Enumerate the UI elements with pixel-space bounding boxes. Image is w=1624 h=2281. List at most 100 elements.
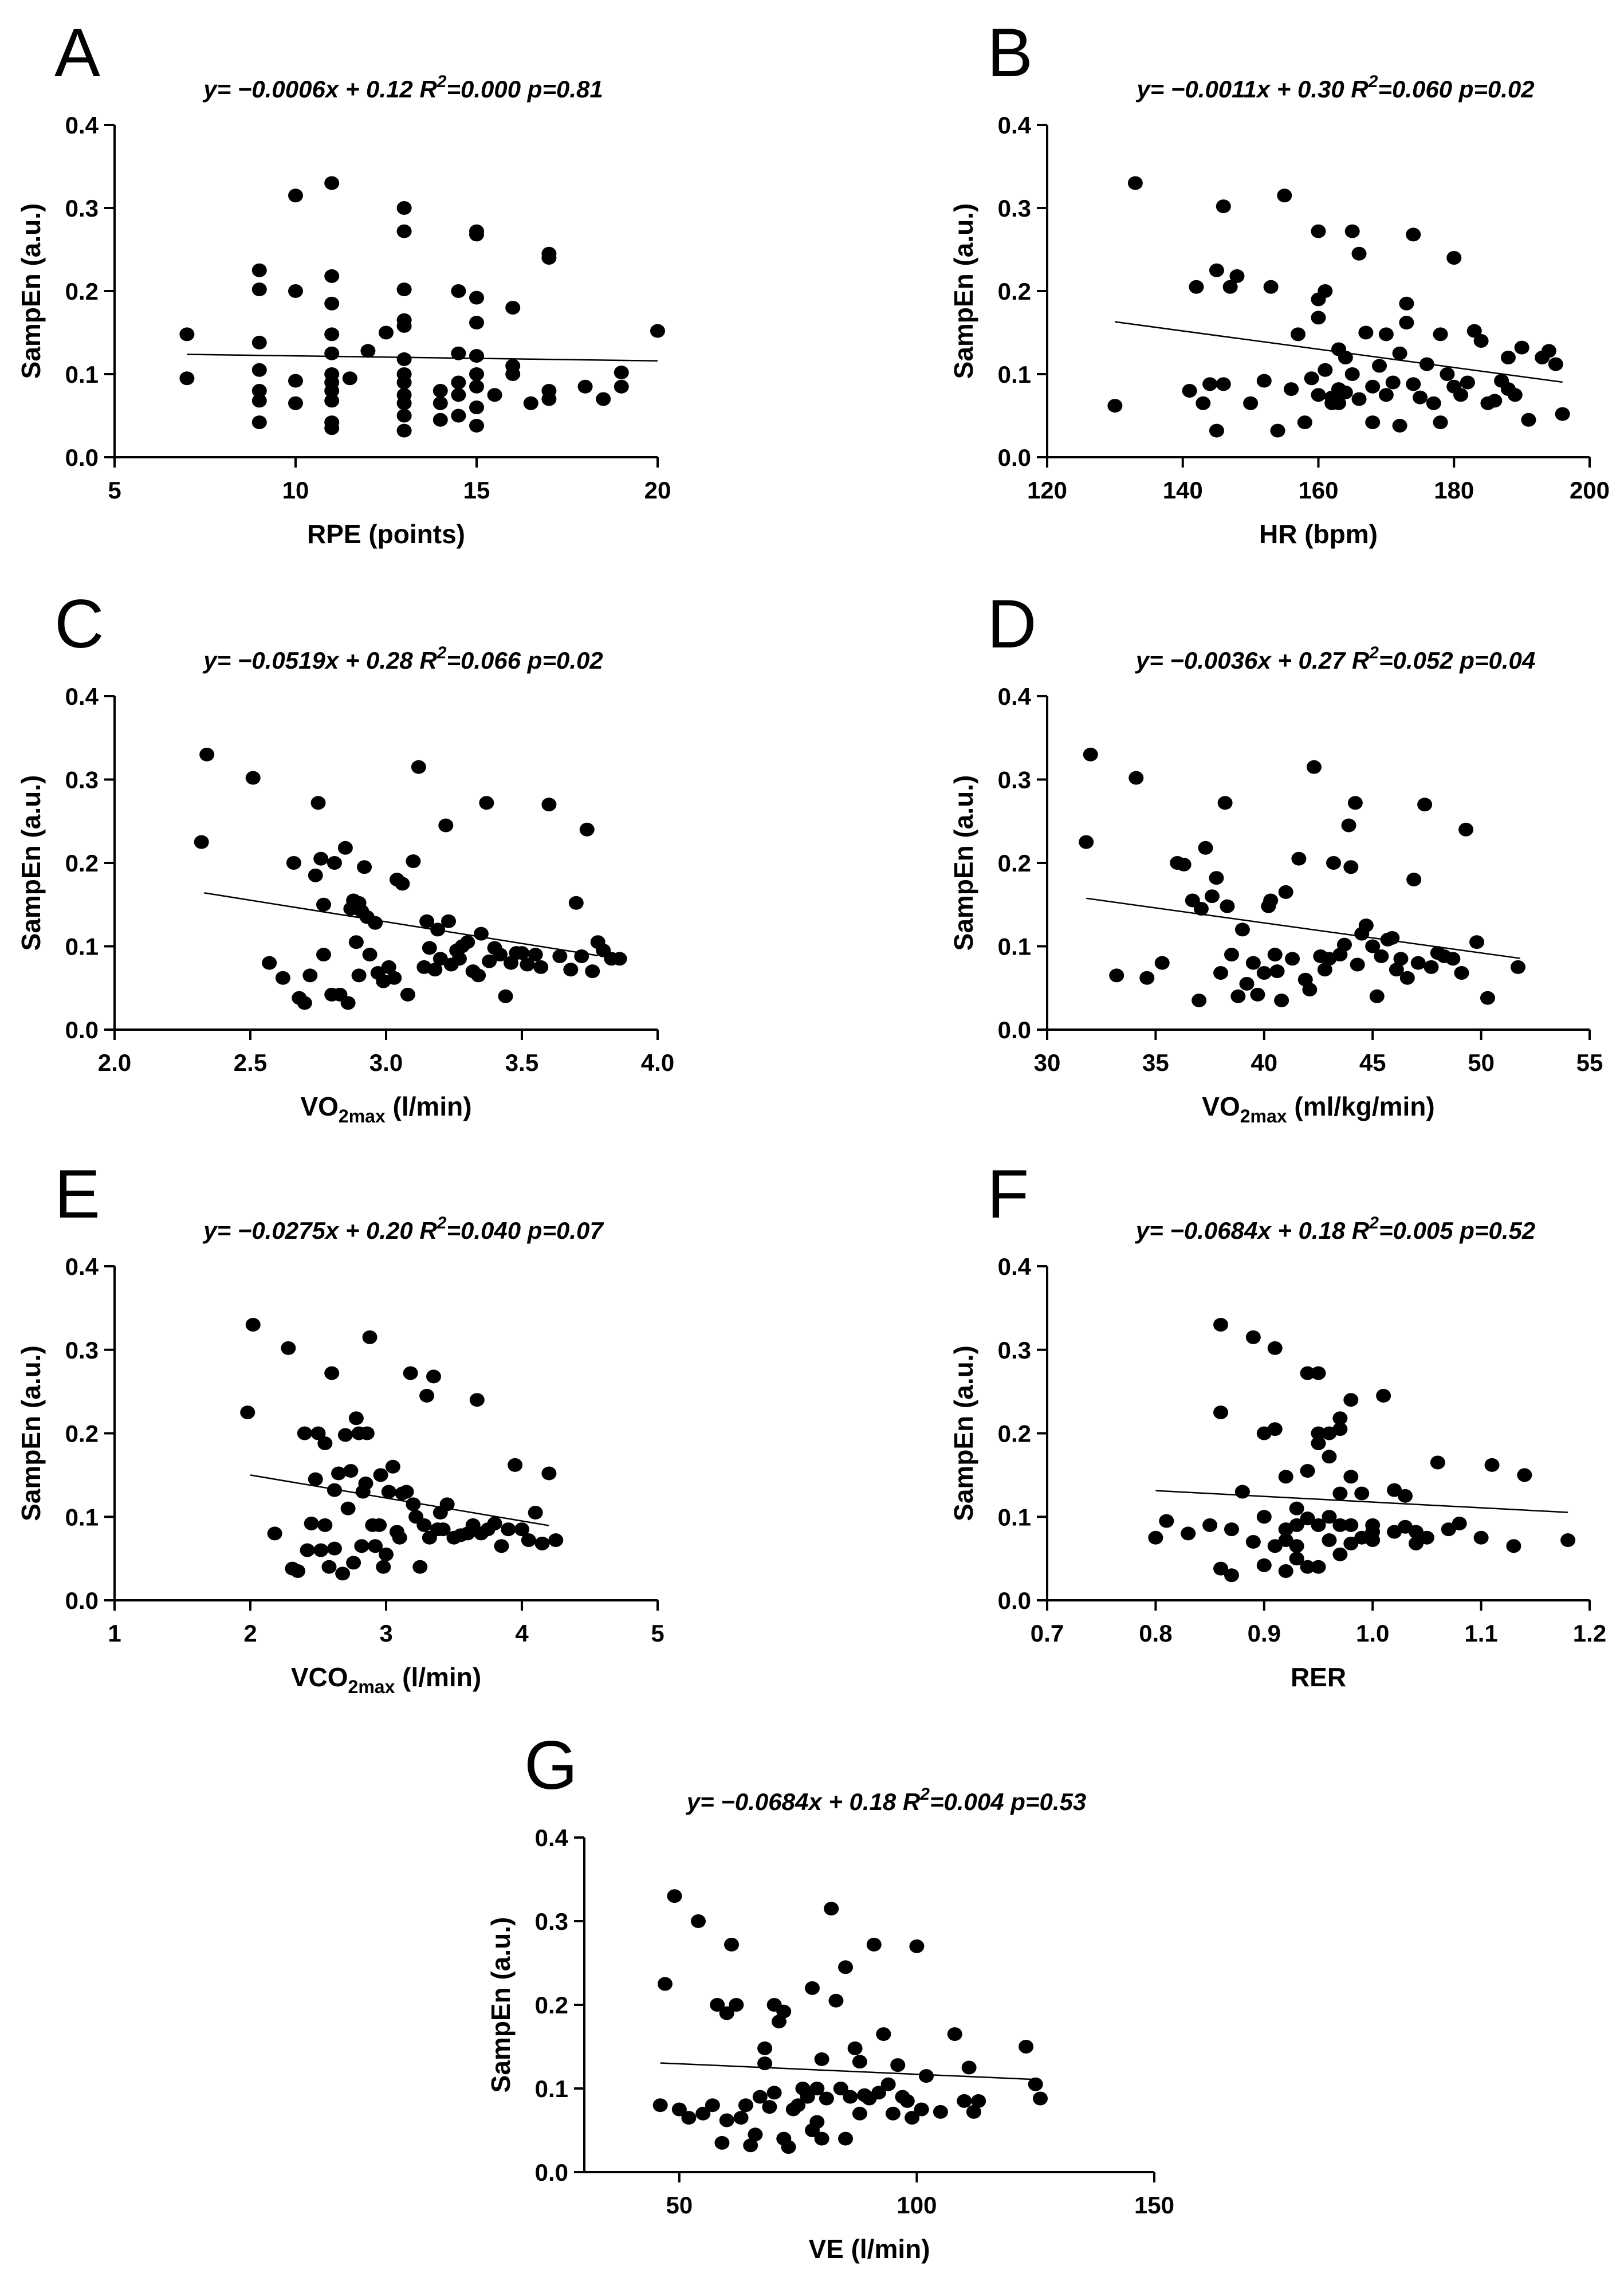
data-point: [1343, 860, 1359, 874]
regression-line: [1155, 1490, 1568, 1513]
data-point: [1453, 388, 1469, 402]
data-point: [563, 963, 579, 977]
equation-text: y= −0.0275x + 0.20 R: [202, 1217, 437, 1244]
data-point: [1213, 1318, 1229, 1332]
data-point: [919, 2069, 934, 2083]
y-axis-title: SampEn (a.u.): [16, 203, 46, 379]
data-point: [1500, 351, 1516, 364]
data-point: [362, 948, 378, 962]
data-point: [1469, 935, 1485, 949]
data-point: [324, 269, 340, 283]
data-point: [288, 284, 303, 298]
data-point: [1278, 1564, 1293, 1578]
y-tick-label: 0.3: [65, 1337, 99, 1364]
y-tick-label: 0.2: [998, 850, 1031, 877]
data-point: [1263, 893, 1279, 908]
x-tick-label: 10: [282, 477, 309, 504]
data-point: [1424, 960, 1439, 974]
data-point: [331, 1466, 347, 1481]
data-point: [1256, 374, 1272, 388]
data-point: [1278, 885, 1293, 899]
data-point: [1560, 1533, 1576, 1548]
data-point: [1332, 1411, 1348, 1426]
data-point: [1389, 963, 1404, 977]
data-point: [406, 854, 421, 869]
data-point: [351, 968, 367, 983]
data-point: [505, 367, 521, 381]
panel-letter: C: [54, 586, 104, 662]
data-point: [1243, 396, 1259, 410]
x-axis-title-subscript: 2max: [1240, 1106, 1287, 1126]
data-point: [1202, 1518, 1218, 1532]
data-point: [1311, 311, 1326, 325]
data-point: [1473, 334, 1489, 348]
data-point: [342, 371, 357, 386]
data-point: [1332, 1422, 1348, 1436]
data-point: [245, 771, 261, 785]
data-point: [1460, 375, 1475, 390]
data-point: [614, 366, 629, 380]
y-axis-title: SampEn (a.u.): [16, 775, 46, 951]
x-axis-title-text: VO: [300, 1092, 338, 1121]
data-point: [1541, 344, 1556, 358]
data-point: [652, 2098, 668, 2113]
data-point: [1343, 1393, 1359, 1407]
data-point: [814, 2131, 829, 2146]
data-point: [577, 379, 593, 394]
data-point: [1267, 1341, 1283, 1355]
x-axis-title-subscript: 2max: [339, 1106, 386, 1126]
data-point: [961, 2060, 977, 2075]
data-point: [435, 1522, 451, 1537]
y-tick-label: 0.3: [65, 767, 99, 794]
x-tick-label: 100: [896, 2192, 937, 2219]
data-point: [179, 371, 195, 386]
data-point: [422, 941, 437, 955]
panel-letter: D: [987, 586, 1037, 662]
data-point: [494, 1539, 509, 1553]
data-point: [324, 327, 340, 341]
data-point: [1311, 224, 1326, 238]
data-point: [541, 251, 557, 265]
data-point: [1079, 835, 1094, 849]
data-point: [520, 957, 535, 972]
data-point: [1343, 1518, 1359, 1532]
x-axis-title: VO2max (ml/kg/min): [1202, 1092, 1434, 1126]
data-point: [1274, 994, 1289, 1008]
data-point: [498, 989, 513, 1003]
data-point: [304, 1516, 319, 1530]
data-point: [316, 897, 331, 912]
data-point: [933, 2105, 948, 2119]
data-point: [805, 1981, 820, 1995]
data-point: [1318, 284, 1333, 298]
data-point: [1311, 1560, 1326, 1574]
regression-line: [204, 892, 598, 957]
regression-equation: y= −0.0519x + 0.28 R2=0.066 p=0.02: [202, 643, 603, 674]
data-point: [396, 409, 412, 423]
data-point: [368, 916, 383, 930]
x-tick-label: 45: [1359, 1049, 1386, 1076]
data-point: [1289, 1501, 1304, 1516]
data-point: [469, 1393, 485, 1407]
data-point: [843, 2090, 858, 2104]
data-point: [824, 1902, 839, 1916]
y-tick-label: 0.4: [535, 1824, 569, 1851]
data-point: [1433, 415, 1448, 430]
data-point: [1267, 948, 1283, 962]
data-point: [324, 1366, 340, 1380]
data-point: [346, 1556, 361, 1570]
data-point: [438, 818, 454, 833]
data-point: [1127, 176, 1143, 190]
data-point: [905, 2111, 920, 2125]
data-point: [1433, 327, 1448, 341]
data-point: [1317, 963, 1332, 977]
data-point: [947, 2027, 962, 2041]
x-axis-title-text: (ml/kg/min): [1287, 1092, 1435, 1121]
data-point: [354, 1539, 369, 1553]
data-point: [1302, 983, 1318, 997]
data-point: [469, 401, 484, 414]
regression-equation: y= −0.0684x + 0.18 R2=0.005 p=0.52: [1135, 1214, 1535, 1244]
data-point: [324, 394, 340, 408]
regression-equation: y= −0.0036x + 0.27 R2=0.052 p=0.04: [1135, 643, 1535, 674]
data-point: [1109, 968, 1124, 983]
